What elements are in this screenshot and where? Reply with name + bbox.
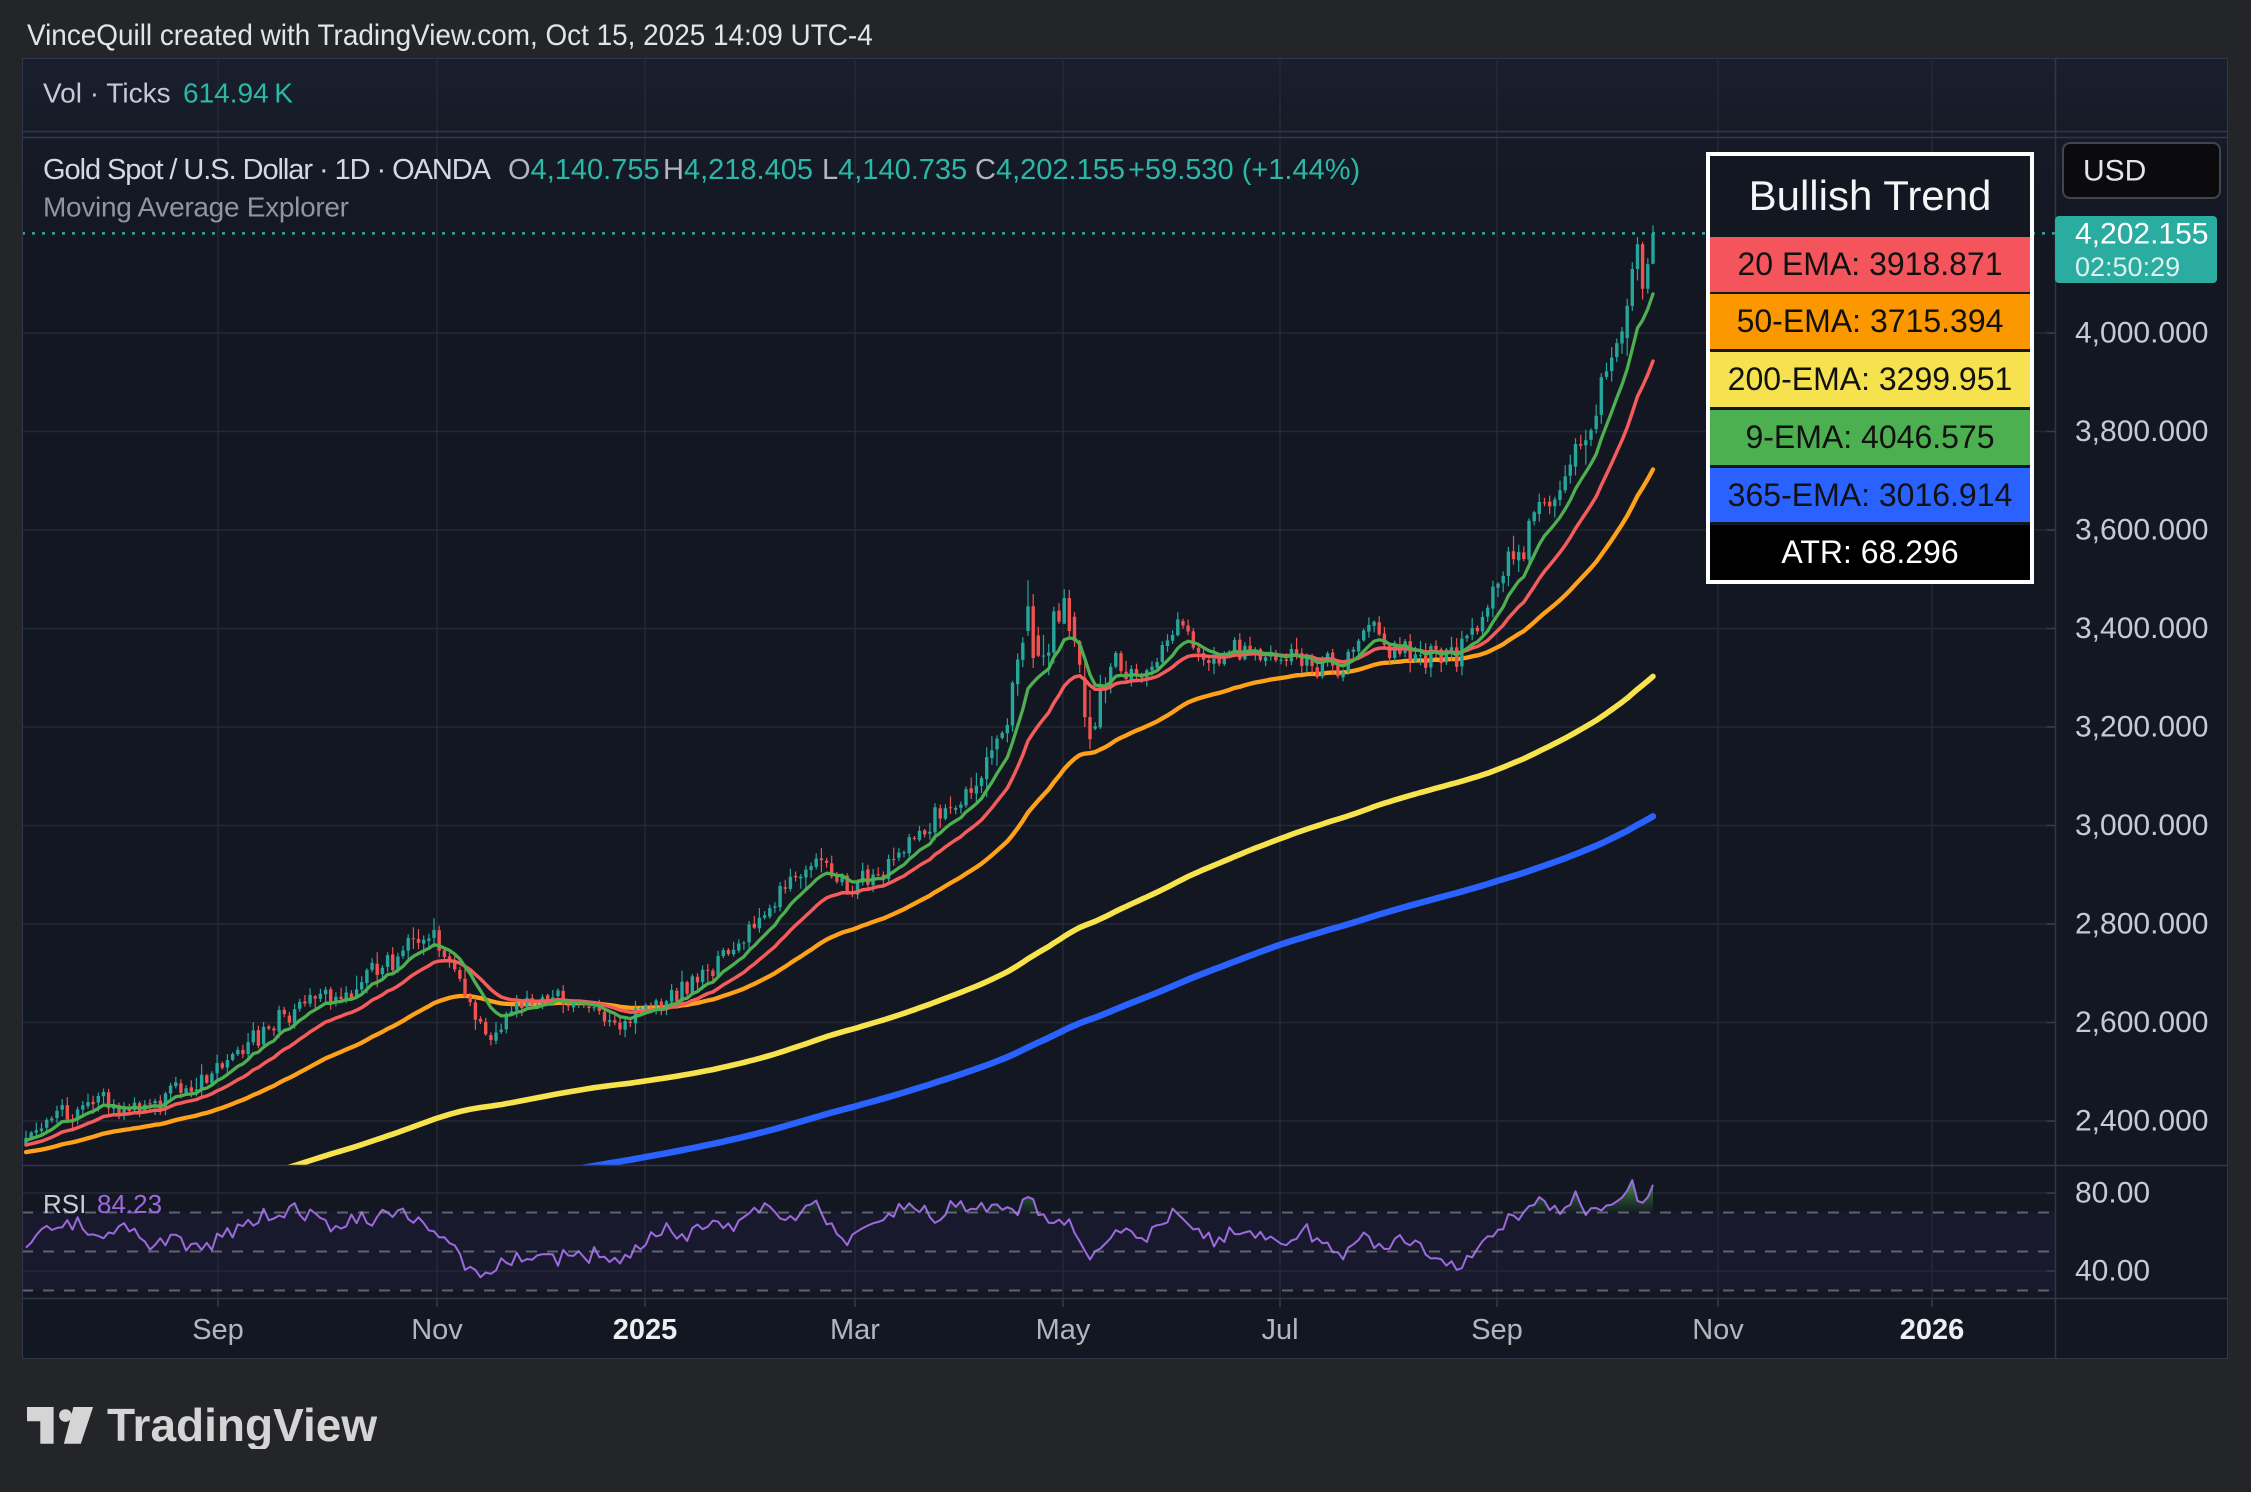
svg-text:Mar: Mar	[830, 1314, 880, 1346]
svg-text:2,400.000: 2,400.000	[2075, 1105, 2208, 1138]
svg-text:3,200.000: 3,200.000	[2075, 711, 2208, 744]
svg-text:84.23: 84.23	[97, 1189, 162, 1219]
svg-text:TradingView: TradingView	[107, 1405, 377, 1449]
svg-text:May: May	[1036, 1314, 1091, 1346]
svg-text:4,000.000: 4,000.000	[2075, 317, 2208, 350]
svg-text:614.94 K: 614.94 K	[183, 78, 293, 109]
svg-text:Gold Spot / U.S. Dollar · 1D ·: Gold Spot / U.S. Dollar · 1D · OANDA	[43, 154, 492, 186]
svg-text:2,800.000: 2,800.000	[2075, 908, 2208, 941]
svg-text:C4,202.155: C4,202.155	[975, 154, 1125, 186]
svg-text:3,000.000: 3,000.000	[2075, 809, 2208, 842]
svg-text:O4,140.755: O4,140.755	[508, 154, 660, 186]
svg-text:Sep: Sep	[1471, 1314, 1523, 1346]
svg-text:4,202.155: 4,202.155	[2075, 218, 2208, 251]
svg-text:40.00: 40.00	[2075, 1255, 2150, 1288]
svg-text:80.00: 80.00	[2075, 1177, 2150, 1210]
svg-text:USD: USD	[2083, 155, 2146, 188]
svg-text:L4,140.735: L4,140.735	[822, 154, 967, 186]
svg-text:Vol · Ticks: Vol · Ticks	[43, 78, 171, 109]
svg-text:Nov: Nov	[411, 1314, 463, 1346]
svg-text:H4,218.405: H4,218.405	[663, 154, 813, 186]
svg-text:2025: 2025	[613, 1314, 678, 1346]
svg-text:2026: 2026	[1900, 1314, 1965, 1346]
svg-text:3,800.000: 3,800.000	[2075, 415, 2208, 448]
svg-text:2,600.000: 2,600.000	[2075, 1006, 2208, 1039]
svg-text:Moving Average Explorer: Moving Average Explorer	[43, 192, 349, 223]
svg-text:3,400.000: 3,400.000	[2075, 612, 2208, 645]
svg-text:+59.530 (+1.44%): +59.530 (+1.44%)	[1128, 154, 1360, 186]
svg-text:3,600.000: 3,600.000	[2075, 514, 2208, 547]
svg-text:Jul: Jul	[1261, 1314, 1298, 1346]
svg-text:02:50:29: 02:50:29	[2075, 252, 2180, 282]
svg-text:Nov: Nov	[1692, 1314, 1744, 1346]
svg-text:Sep: Sep	[192, 1314, 244, 1346]
svg-text:RSI: RSI	[43, 1189, 86, 1219]
